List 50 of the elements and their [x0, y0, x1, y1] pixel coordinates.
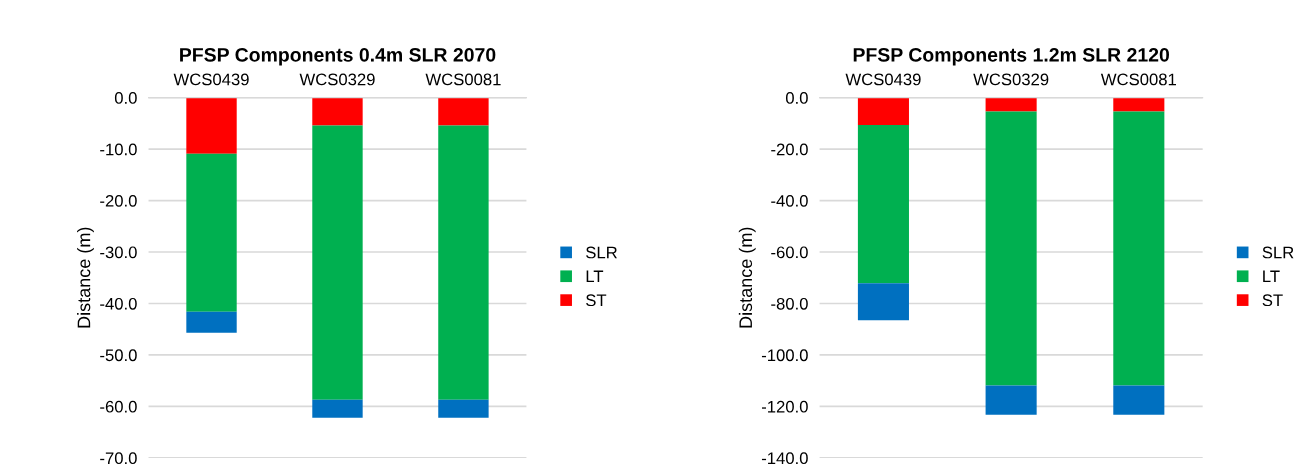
legend-label: LT: [586, 270, 604, 283]
x-tick-label: WCS0081: [425, 73, 501, 86]
bar: [438, 399, 489, 418]
y-tick-label: -70.0: [100, 452, 137, 465]
y-tick-label: -30.0: [100, 246, 137, 259]
x-tick-label: WCS0439: [173, 73, 249, 86]
legend-label: SLR: [586, 246, 617, 259]
y-tick-label: -20.0: [100, 194, 137, 207]
bar: [857, 97, 909, 125]
bar: [1113, 111, 1165, 386]
bar: [186, 153, 237, 312]
y-tick-label: -100.0: [761, 349, 808, 362]
legend-label: SLR: [1262, 246, 1294, 259]
bar: [857, 283, 909, 321]
y-tick-label: -50.0: [100, 349, 137, 362]
legend-label: ST: [586, 294, 607, 307]
bar: [438, 125, 489, 400]
x-tick-label: WCS0329: [973, 73, 1049, 86]
y-axis-title: Distance (m): [77, 227, 94, 328]
bar: [186, 311, 237, 333]
y-tick-label: -120.0: [761, 400, 808, 413]
bar: [438, 97, 489, 126]
y-tick-label: -40.0: [100, 297, 137, 310]
chart-title: PFSP Components 0.4m SLR 2070: [180, 47, 496, 66]
bar: [312, 125, 363, 400]
legend-label: LT: [1263, 270, 1280, 283]
y-tick-label: -60.0: [100, 400, 137, 413]
y-tick-label: -60.0: [771, 246, 808, 259]
bar: [1113, 97, 1165, 112]
bar: [985, 385, 1037, 415]
y-tick-label: -20.0: [771, 143, 808, 156]
y-tick-label: 0.0: [114, 92, 137, 104]
bar: [186, 97, 237, 154]
y-tick-label: -10.0: [100, 143, 137, 156]
y-tick-label: -40.0: [771, 194, 808, 207]
legend-label: ST: [1262, 294, 1283, 307]
bar: [312, 399, 363, 418]
y-tick-label: -140.0: [761, 452, 808, 465]
y-tick-label: -80.0: [771, 297, 808, 310]
chart-title: PFSP Components 1.2m SLR 2120: [853, 47, 1170, 66]
bar: [985, 97, 1037, 112]
x-tick-label: WCS0329: [299, 73, 375, 86]
bar: [312, 97, 363, 126]
bar: [857, 124, 909, 284]
bar: [1113, 385, 1165, 415]
x-tick-label: WCS0081: [1100, 73, 1176, 86]
y-tick-label: 0.0: [785, 92, 808, 104]
y-axis-title: Distance (m): [738, 227, 756, 328]
bar: [985, 111, 1037, 386]
x-tick-label: WCS0439: [845, 73, 921, 86]
